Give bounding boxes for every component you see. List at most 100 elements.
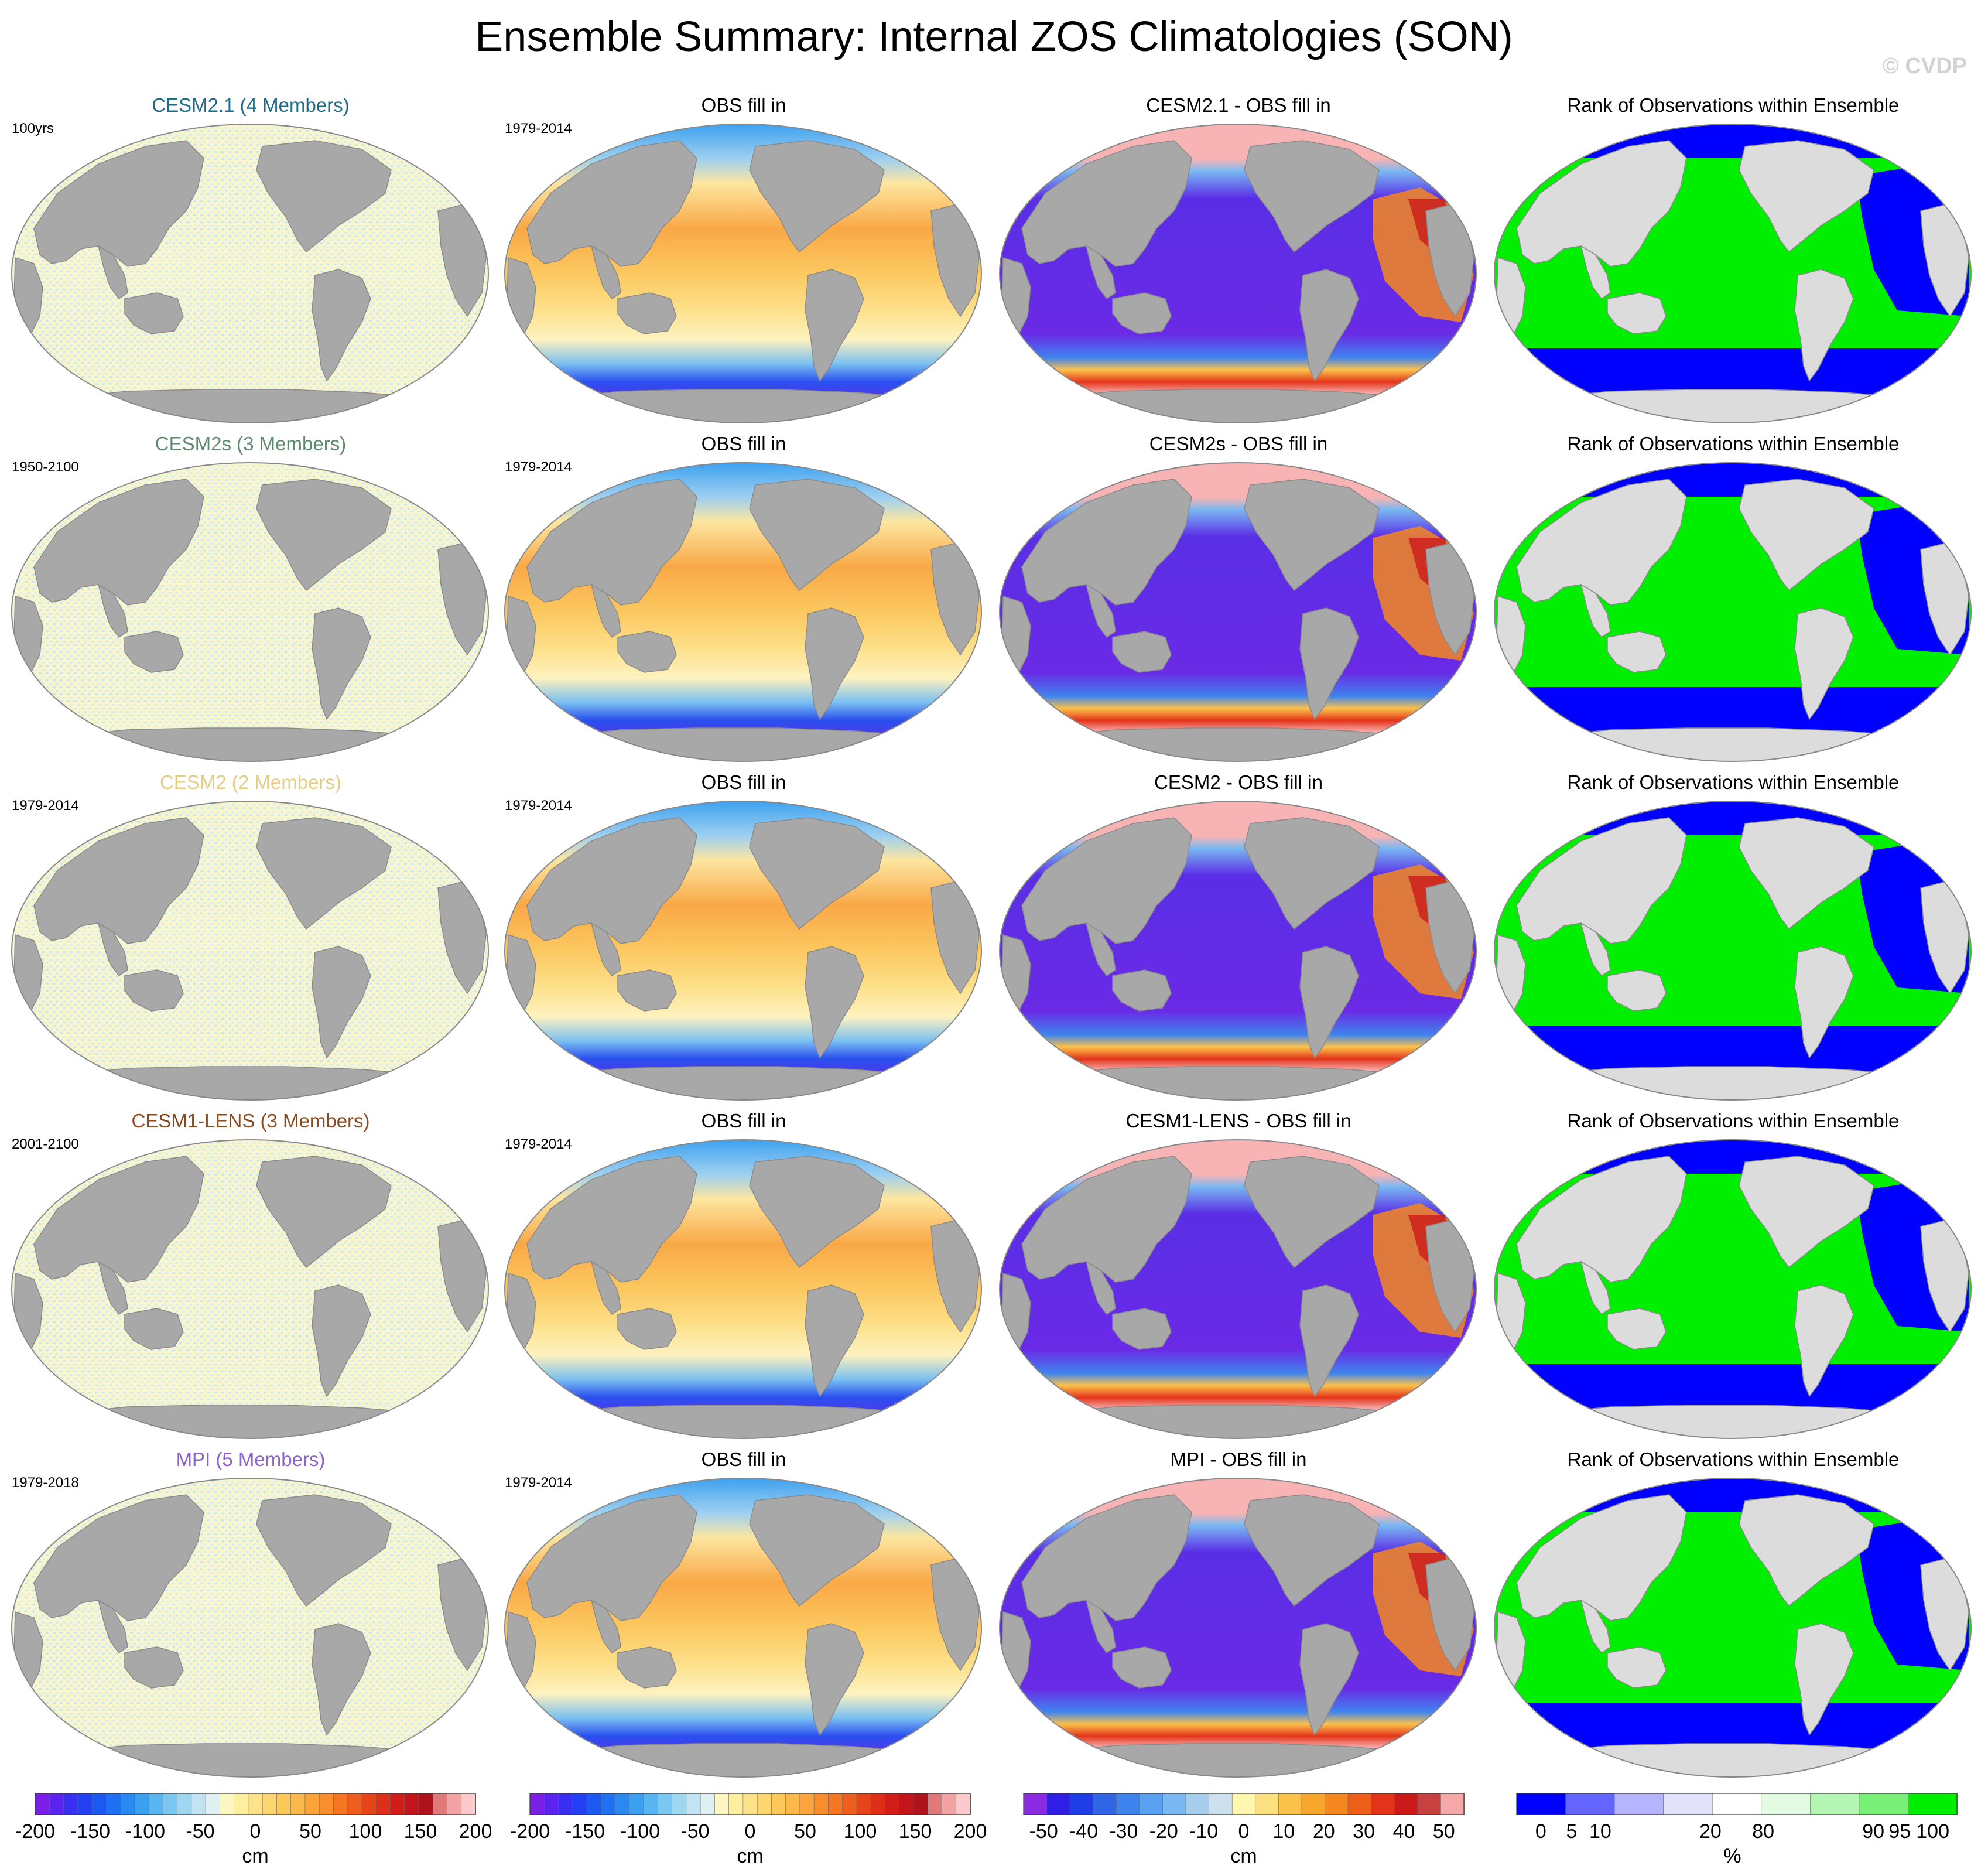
- colorbar-swatch: [390, 1793, 405, 1815]
- colorbar-swatch: [461, 1793, 476, 1815]
- colorbar-units-label: cm: [737, 1845, 763, 1867]
- colorbar-swatch: [899, 1793, 914, 1815]
- colorbar-swatch: [220, 1793, 235, 1815]
- colorbar-swatch: [35, 1793, 50, 1815]
- obs-period-label: 1979-2014: [505, 798, 572, 814]
- colorbar-swatch: [885, 1793, 900, 1815]
- colorbar-swatch: [672, 1793, 687, 1815]
- colorbar-swatch: [404, 1793, 419, 1815]
- ensemble-panel-title: CESM2.1 (4 Members): [152, 94, 350, 116]
- diff-map: [999, 1478, 1477, 1778]
- difference-panel-title: MPI - OBS fill in: [1170, 1448, 1307, 1470]
- colorbar-swatch: [658, 1793, 673, 1815]
- colorbar-tick-label: 95: [1888, 1820, 1911, 1843]
- difference-panel-title: CESM2 - OBS fill in: [1154, 771, 1323, 793]
- ensemble-period-label: 1979-2018: [12, 1475, 79, 1491]
- colorbar-swatch: [813, 1793, 829, 1815]
- ensemble-panel-title: CESM2s (3 Members): [155, 433, 347, 455]
- colorbar-tick-label: 20: [1313, 1820, 1335, 1843]
- colorbar-swatch: [771, 1793, 786, 1815]
- colorbar-swatch: [1417, 1793, 1442, 1815]
- figure-title: Ensemble Summary: Internal ZOS Climatolo…: [475, 13, 1513, 60]
- colorbar-tick-label: -200: [15, 1820, 55, 1843]
- colorbar: -200 -150 -100 -50 0 50 100 150 200 cm: [15, 1793, 492, 1867]
- ensemble-map: [11, 124, 489, 423]
- colorbar-swatch: [1859, 1793, 1909, 1815]
- colorbar-tick-label: 50: [794, 1820, 816, 1843]
- rank-map: [1494, 1478, 1972, 1778]
- colorbar-tick-label: -100: [125, 1820, 165, 1843]
- colorbar-tick-label: 40: [1393, 1820, 1415, 1843]
- colorbar-swatch: [870, 1793, 886, 1815]
- colorbar-tick-label: -200: [510, 1820, 550, 1843]
- colorbar-swatch: [105, 1793, 121, 1815]
- colorbar: -200 -150 -100 -50 0 50 100 150 200 cm: [510, 1793, 987, 1867]
- colorbar-tick-label: 0: [745, 1820, 756, 1843]
- colorbar-swatch: [319, 1793, 334, 1815]
- colorbar-swatch: [828, 1793, 843, 1815]
- colorbar-tick-label: 10: [1589, 1820, 1611, 1843]
- colorbar-tick-label: 100: [844, 1820, 877, 1843]
- colorbar-swatch: [1663, 1793, 1713, 1815]
- colorbar-swatch: [1278, 1793, 1302, 1815]
- colorbar-swatch: [714, 1793, 730, 1815]
- colorbar-swatch: [558, 1793, 573, 1815]
- colorbar-swatch: [1347, 1793, 1372, 1815]
- colorbar-swatch: [191, 1793, 206, 1815]
- obs-panel-title: OBS fill in: [701, 94, 786, 116]
- ensemble-map: [11, 1478, 489, 1778]
- colorbar-swatch: [1046, 1793, 1070, 1815]
- colorbar-swatch: [927, 1793, 943, 1815]
- colorbar: 0 5 10 20 80 90 95 100%: [1516, 1793, 1958, 1867]
- colorbar-tick-label: 30: [1353, 1820, 1375, 1843]
- colorbar-swatch: [1371, 1793, 1395, 1815]
- colorbar-swatch: [615, 1793, 630, 1815]
- obs-map: [504, 124, 982, 423]
- rank-panel-title: Rank of Observations within Ensemble: [1567, 771, 1900, 793]
- colorbar-swatch: [1139, 1793, 1164, 1815]
- colorbar-swatch: [77, 1793, 93, 1815]
- colorbar-swatch: [1023, 1793, 1048, 1815]
- rank-panel-title: Rank of Observations within Ensemble: [1567, 1448, 1900, 1470]
- colorbar-swatch: [333, 1793, 348, 1815]
- obs-panel-title: OBS fill in: [701, 1448, 786, 1470]
- ensemble-period-label: 1950-2100: [12, 459, 79, 475]
- colorbar-tick-label: 50: [299, 1820, 321, 1843]
- colorbar-swatch: [700, 1793, 716, 1815]
- colorbar-swatch: [262, 1793, 278, 1815]
- ensemble-map: [11, 462, 489, 762]
- obs-map: [504, 1139, 982, 1439]
- colorbar-swatch: [842, 1793, 857, 1815]
- colorbar-swatch: [1069, 1793, 1094, 1815]
- colorbar-swatch: [49, 1793, 64, 1815]
- colorbar-swatch: [643, 1793, 659, 1815]
- colorbar-swatch: [1908, 1793, 1958, 1815]
- ensemble-period-label: 1979-2014: [12, 798, 79, 814]
- ensemble-panel-title: CESM1-LENS (3 Members): [131, 1110, 370, 1132]
- colorbar-swatch: [91, 1793, 107, 1815]
- colorbar-swatch: [757, 1793, 772, 1815]
- colorbar-units-label: cm: [1230, 1845, 1257, 1867]
- ensemble-period-label: 2001-2100: [12, 1136, 79, 1152]
- colorbar-swatch: [375, 1793, 391, 1815]
- colorbar-tick-label: -10: [1189, 1820, 1218, 1843]
- colorbar-swatch: [148, 1793, 164, 1815]
- colorbar-swatch: [276, 1793, 292, 1815]
- colorbar-swatch: [347, 1793, 362, 1815]
- colorbar-swatch: [956, 1793, 971, 1815]
- rank-panel-title: Rank of Observations within Ensemble: [1567, 94, 1900, 116]
- colorbar-tick-label: 100: [1916, 1820, 1949, 1843]
- colorbar-swatch: [1761, 1793, 1811, 1815]
- colorbar-tick-label: 150: [899, 1820, 932, 1843]
- obs-panel-title: OBS fill in: [701, 433, 786, 455]
- colorbar-units-label: %: [1723, 1845, 1741, 1867]
- colorbar-tick-label: 0: [1238, 1820, 1250, 1843]
- colorbar-swatch: [248, 1793, 263, 1815]
- difference-panel-title: CESM2s - OBS fill in: [1149, 433, 1328, 455]
- colorbar-tick-label: 0: [250, 1820, 261, 1843]
- colorbar-swatch: [205, 1793, 221, 1815]
- colorbar-tick-label: 150: [404, 1820, 437, 1843]
- colorbar-swatch: [432, 1793, 448, 1815]
- colorbar: -50 -40 -30 -20 -10 0 10 20 30 40 50 cm: [1023, 1793, 1465, 1867]
- ensemble-period-label: 100yrs: [12, 121, 54, 136]
